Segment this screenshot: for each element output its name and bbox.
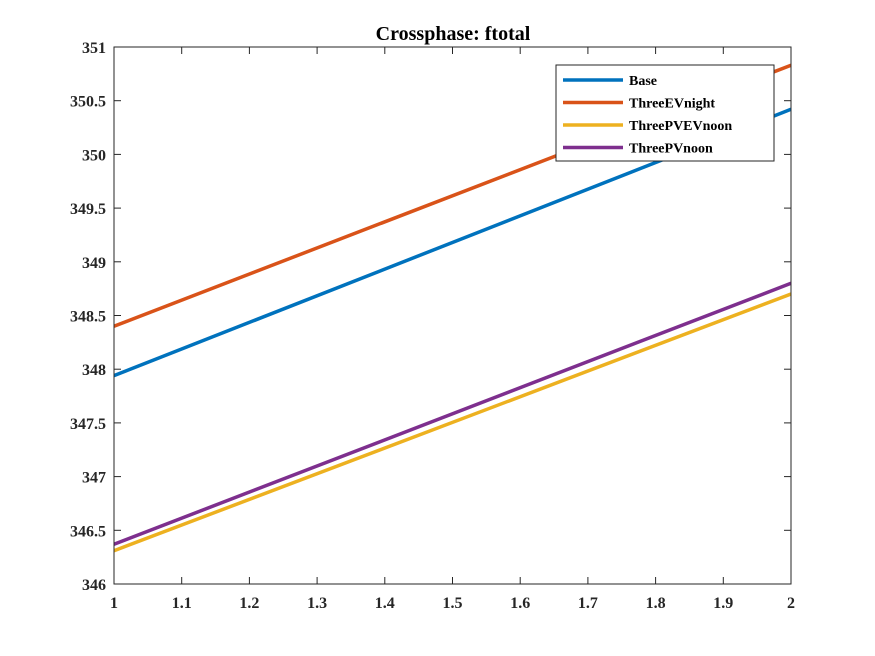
x-tick-label: 1.9 [713,595,733,612]
y-tick-label: 348 [82,362,106,379]
legend-label: ThreeEVnight [629,97,715,112]
x-tick-label: 1.3 [307,595,327,612]
x-ticks: 1 1.1 1.2 1.3 1.4 1.5 1.6 1.7 1.8 1.9 2 [110,47,795,612]
x-tick-label: 1.2 [239,595,259,612]
y-ticks: 346 346.5 347 347.5 348 348.5 349 349.5 350 350.5… [70,40,791,594]
y-tick-label: 351 [82,40,106,57]
series-line-threepvnoon [114,281,791,546]
x-tick-label: 1.5 [443,595,463,612]
y-tick-label: 350.5 [70,94,106,111]
y-tick-label: 346 [82,577,106,594]
y-tick-label: 350 [82,147,106,164]
y-tick-label: 347.5 [70,416,106,433]
x-tick-label: 1.6 [510,595,530,612]
x-tick-label: 1.8 [646,595,666,612]
x-tick-label: 2 [787,595,795,612]
x-tick-label: 1.4 [375,595,395,612]
legend: Base ThreeEVnight ThreePVEVnoon ThreePVnoon [555,64,775,162]
y-tick-label: 347 [82,470,106,487]
series-line-threepvevnoon [114,292,791,553]
legend-label: ThreePVnoon [629,142,713,157]
y-tick-label: 348.5 [70,309,106,326]
legend-label: Base [629,74,657,89]
y-tick-label: 346.5 [70,523,106,540]
chart-title: Crossphase: ftotal [376,23,531,45]
x-tick-label: 1 [110,595,118,612]
y-tick-label: 349.5 [70,201,106,218]
y-tick-label: 349 [82,255,106,272]
legend-label: ThreePVEVnoon [629,119,732,134]
x-tick-label: 1.7 [578,595,598,612]
x-tick-label: 1.1 [172,595,192,612]
